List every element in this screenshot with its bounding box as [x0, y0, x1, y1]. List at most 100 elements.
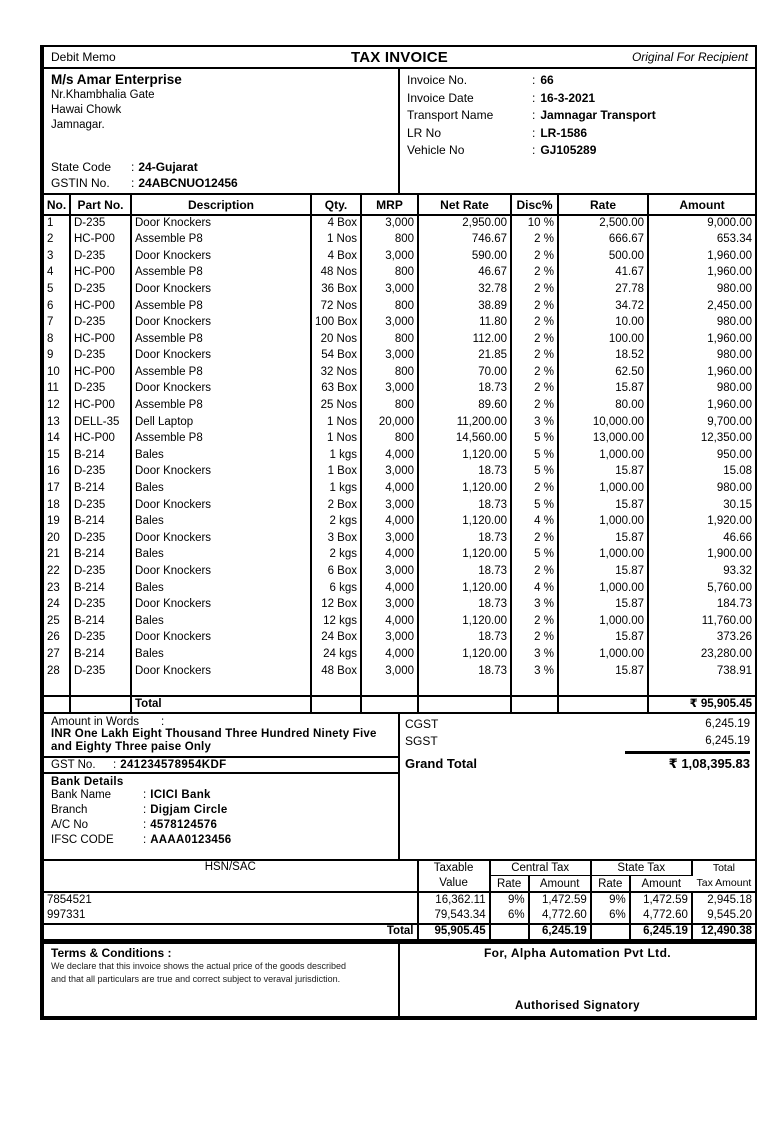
item-row: 22 D-235 Door Knockers 6 Box 3,000 18.73… — [44, 563, 755, 581]
item-amount: 980.00 — [716, 282, 752, 295]
bank-detail-value: Digjam Circle — [150, 803, 228, 816]
item-disc: 2 % — [511, 613, 559, 630]
item-disc: 3 % — [511, 596, 559, 614]
item-row: 1 D-235 Door Knockers 4 Box 3,000 2,950.… — [44, 215, 755, 232]
item-description: Door Knockers — [131, 596, 312, 614]
terms-title: Terms & Conditions : — [51, 945, 172, 960]
amount-in-words-text: INR One Lakh Eight Thousand Three Hundre… — [51, 727, 377, 754]
item-description: Dell Laptop — [131, 414, 312, 431]
item-part-no: HC-P00 — [70, 297, 132, 315]
item-no: 14 — [44, 430, 71, 448]
bank-detail-value: AAAA0123456 — [150, 833, 232, 846]
invoice-meta-row: Vehicle No GJ105289 — [407, 142, 748, 160]
item-net-rate: 1,120.00 — [418, 613, 512, 630]
item-amount: 1,920.00 — [707, 515, 752, 528]
item-rate: 1,000.00 — [558, 546, 649, 564]
taxable-line1: Taxable — [433, 861, 474, 874]
state-code-label: State Code — [51, 160, 112, 174]
invoice-meta-row: Invoice No. 66 — [407, 72, 748, 90]
item-net-rate: 21.85 — [418, 347, 512, 365]
item-mrp: 20,000 — [361, 414, 419, 431]
col-amount: Amount — [648, 195, 755, 216]
item-qty: 54 Box — [311, 347, 362, 365]
item-qty: 24 kgs — [311, 646, 362, 664]
hsn-total-tax: 2,945.18 — [707, 893, 752, 906]
item-amount: 184.73 — [716, 598, 752, 611]
doc-type-label: Debit Memo — [51, 50, 116, 64]
item-description: Assemble P8 — [131, 430, 312, 448]
item-disc: 3 % — [511, 414, 559, 431]
item-mrp: 800 — [361, 397, 419, 415]
item-row: 13 DELL-35 Dell Laptop 1 Nos 20,000 11,2… — [44, 414, 755, 431]
item-amount: 980.00 — [716, 316, 752, 329]
hsn-central-amount: 4,772.60 — [528, 907, 592, 924]
grand-total-row: Grand Total ₹ 1,08,395.83 — [405, 754, 750, 774]
gst-no-value: 241234578954KDF — [120, 758, 227, 771]
hsn-state-amount: 1,472.59 — [629, 891, 693, 908]
item-net-rate: 18.73 — [418, 596, 512, 614]
state-amount-header: Amount — [641, 877, 682, 890]
invoice-meta-label: Transport Name — [407, 108, 494, 122]
item-row: 10 HC-P00 Assemble P8 32 Nos 800 70.00 2… — [44, 364, 755, 381]
seller-address-line: Nr.Khambhalia Gate — [51, 89, 155, 101]
item-part-no: B-214 — [70, 646, 132, 664]
item-amount: 93.32 — [723, 565, 752, 578]
item-no: 24 — [44, 596, 71, 614]
item-amount: 12,350.00 — [700, 432, 752, 445]
copy-type-label: Original For Recipient — [631, 50, 748, 64]
item-disc: 5 % — [511, 546, 559, 564]
item-qty: 4 Box — [311, 248, 362, 265]
item-description: Door Knockers — [131, 497, 312, 514]
gstin-label: GSTIN No. — [51, 176, 110, 190]
item-mrp: 4,000 — [361, 513, 419, 531]
item-net-rate: 746.67 — [418, 231, 512, 249]
item-rate: 13,000.00 — [558, 430, 649, 448]
item-net-rate: 38.89 — [418, 297, 512, 315]
colon — [131, 175, 134, 191]
item-no: 22 — [44, 563, 71, 581]
item-mrp: 3,000 — [361, 663, 419, 680]
item-no: 2 — [44, 231, 71, 249]
item-no: 10 — [44, 364, 71, 381]
invoice-document: Debit Memo TAX INVOICE Original For Reci… — [40, 45, 757, 1020]
item-qty: 1 kgs — [311, 480, 362, 498]
item-part-no: B-214 — [70, 613, 132, 630]
company-name: For, Alpha Automation Pvt Ltd. — [483, 945, 672, 960]
invoice-meta-label: Invoice No. — [407, 73, 468, 87]
item-row: 21 B-214 Bales 2 kgs 4,000 1,120.00 5 % … — [44, 546, 755, 564]
cgst-label: CGST — [405, 716, 439, 731]
item-description: Bales — [131, 447, 312, 464]
item-net-rate: 18.73 — [418, 463, 512, 481]
cgst-amount: 6,245.19 — [705, 717, 750, 730]
item-row: 23 B-214 Bales 6 kgs 4,000 1,120.00 4 % … — [44, 580, 755, 597]
hsn-total-label: Total — [44, 922, 419, 941]
item-rate: 1,000.00 — [558, 513, 649, 531]
col-rate: Rate — [558, 195, 649, 216]
bank-detail-value: ICICI Bank — [150, 788, 211, 801]
invoice-meta-label: Invoice Date — [407, 90, 474, 105]
item-rate: 27.78 — [558, 281, 649, 298]
item-no: 6 — [44, 297, 71, 315]
item-description: Assemble P8 — [131, 331, 312, 348]
item-description: Assemble P8 — [131, 264, 312, 282]
item-qty: 48 Nos — [311, 264, 362, 282]
item-qty: 20 Nos — [311, 331, 362, 348]
item-amount: 980.00 — [716, 382, 752, 395]
item-rate: 15.87 — [558, 497, 649, 514]
hsn-taxable-value: 16,362.11 — [417, 891, 491, 908]
item-mrp: 3,000 — [361, 563, 419, 581]
item-net-rate: 14,560.00 — [418, 430, 512, 448]
item-net-rate: 1,120.00 — [418, 646, 512, 664]
item-qty: 48 Box — [311, 663, 362, 680]
amount-in-words-label: Amount in Words — [51, 715, 139, 728]
item-no: 3 — [44, 248, 71, 265]
item-net-rate: 11,200.00 — [418, 414, 512, 431]
item-description: Door Knockers — [131, 380, 312, 398]
item-rate: 15.87 — [558, 380, 649, 398]
sgst-row: SGST 6,245.19 — [405, 733, 750, 750]
item-amount: 30.15 — [723, 498, 752, 511]
item-rate: 1,000.00 — [558, 580, 649, 597]
item-net-rate: 18.73 — [418, 629, 512, 647]
item-disc: 2 % — [511, 264, 559, 282]
sgst-label: SGST — [405, 733, 438, 748]
